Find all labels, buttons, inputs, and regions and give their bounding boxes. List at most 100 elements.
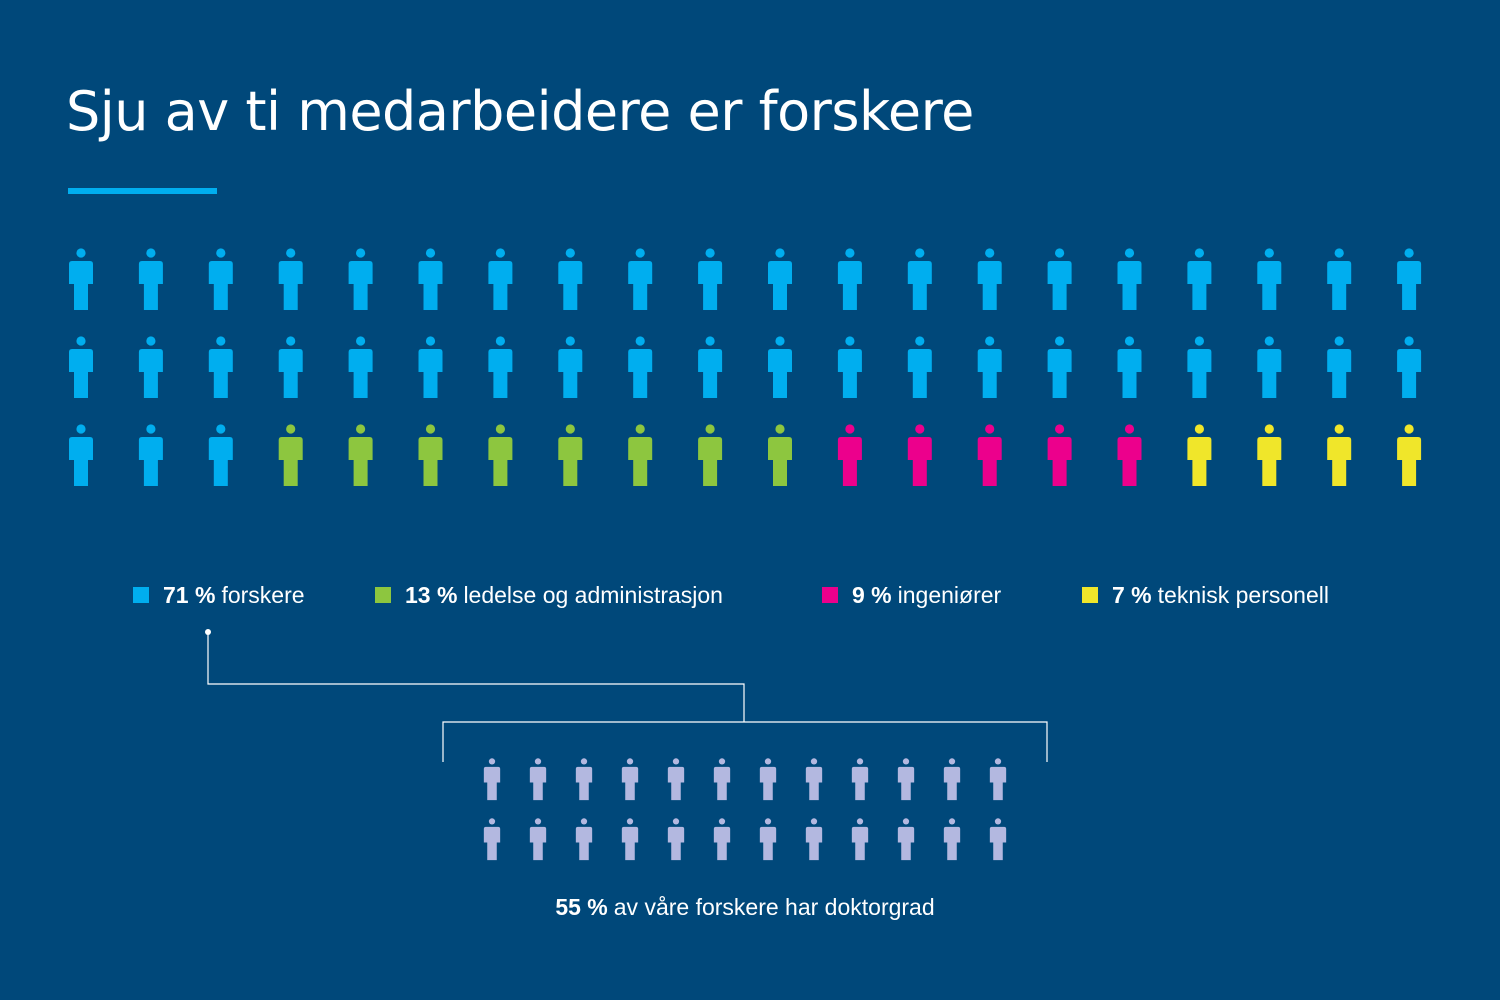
legend-value: 13 % [405, 581, 458, 608]
person-icon-forskere [1047, 248, 1072, 310]
phd-person-icon [989, 818, 1007, 861]
person-icon-ingenirer [1117, 424, 1142, 486]
legend-swatch [822, 587, 838, 603]
person-icon-ingenirer [837, 424, 862, 486]
person-icon-forskere [628, 336, 653, 398]
person-icon-forskere [488, 248, 513, 310]
bracket-line [442, 721, 1048, 762]
legend-swatch [375, 587, 391, 603]
phd-person-icon [989, 758, 1007, 801]
person-icon-forskere [418, 336, 443, 398]
phd-person-icon [897, 818, 915, 861]
phd-person-icon [529, 818, 547, 861]
phd-person-icon [897, 758, 915, 801]
connector-line [207, 632, 745, 722]
person-icon-forskere [138, 336, 163, 398]
person-icon-forskere [837, 336, 862, 398]
legend-label: forskere [221, 581, 305, 608]
phd-person-icon [621, 758, 639, 801]
person-icon-ledelse [488, 424, 513, 486]
phd-person-icon [805, 818, 823, 861]
legend-value: 9 % [852, 581, 892, 608]
phd-person-icon [575, 758, 593, 801]
phd-person-icon [759, 758, 777, 801]
person-icon-forskere [138, 424, 163, 486]
person-icon-ledelse [768, 424, 792, 486]
legend-item-forskere: 71 % forskere [133, 580, 305, 610]
legend-value: 7 % [1112, 581, 1152, 608]
phd-person-icon [483, 818, 501, 861]
phd-person-icon [483, 758, 501, 801]
legend-item-ledelse: 13 % ledelse og administrasjon [375, 580, 723, 610]
person-icon-forskere [1187, 336, 1212, 398]
phd-text: av våre forskere har doktorgrad [613, 894, 935, 920]
person-icon-forskere [1327, 336, 1352, 398]
person-icon-forskere [208, 424, 233, 486]
person-icon-forskere [907, 248, 932, 310]
phd-person-icon [529, 758, 547, 801]
legend-label: ingeniører [897, 581, 1002, 608]
phd-person-icon [667, 818, 685, 861]
staff-pictogram [69, 248, 1422, 486]
person-icon-teknisk [1257, 424, 1282, 486]
person-icon-forskere [907, 336, 932, 398]
legend-value: 71 % [163, 581, 216, 608]
phd-person-icon [943, 818, 961, 861]
person-icon-ledelse [628, 424, 653, 486]
person-icon-forskere [1117, 336, 1142, 398]
person-icon-forskere [208, 336, 233, 398]
phd-value: 55 % [555, 894, 608, 920]
page-title: Sju av ti medarbeidere er forskere [66, 80, 974, 143]
legend-swatch [133, 587, 149, 603]
person-icon-forskere [488, 336, 513, 398]
person-icon-teknisk [1327, 424, 1352, 486]
phd-caption: 55 % av våre forskere har doktorgrad [0, 894, 1490, 921]
phd-person-icon [713, 758, 731, 801]
person-icon-forskere [837, 248, 862, 310]
person-icon-ledelse [698, 424, 723, 486]
person-icon-forskere [278, 336, 303, 398]
person-icon-forskere [69, 336, 93, 398]
phd-person-icon [575, 818, 593, 861]
person-icon-ledelse [278, 424, 303, 486]
person-icon-forskere [348, 336, 373, 398]
phd-person-icon [943, 758, 961, 801]
person-icon-forskere [558, 336, 583, 398]
phd-person-icon [667, 758, 685, 801]
person-icon-forskere [208, 248, 233, 310]
phd-person-icon [621, 818, 639, 861]
person-icon-ledelse [348, 424, 373, 486]
person-icon-forskere [69, 424, 93, 486]
person-icon-forskere [1047, 336, 1072, 398]
person-icon-forskere [138, 248, 163, 310]
person-icon-ingenirer [907, 424, 932, 486]
phd-person-icon [759, 818, 777, 861]
legend-item-ingeniorer: 9 % ingeniører [822, 580, 1001, 610]
person-icon-forskere [768, 248, 792, 310]
person-icon-forskere [278, 248, 303, 310]
phd-person-icon [851, 818, 869, 861]
legend-item-teknisk: 7 % teknisk personell [1082, 580, 1329, 610]
phd-person-icon [713, 818, 731, 861]
person-icon-forskere [1327, 248, 1352, 310]
person-icon-teknisk [1397, 424, 1422, 486]
legend-label: teknisk personell [1157, 581, 1329, 608]
person-icon-forskere [418, 248, 443, 310]
person-icon-forskere [1257, 336, 1282, 398]
person-icon-teknisk [1187, 424, 1212, 486]
person-icon-forskere [558, 248, 583, 310]
person-icon-forskere [628, 248, 653, 310]
person-icon-forskere [1257, 248, 1282, 310]
person-icon-forskere [1187, 248, 1212, 310]
person-icon-forskere [69, 248, 93, 310]
person-icon-forskere [348, 248, 373, 310]
person-icon-ingenirer [1047, 424, 1072, 486]
legend-label: ledelse og administrasjon [463, 581, 723, 608]
person-icon-forskere [1397, 336, 1422, 398]
title-underline [68, 188, 217, 194]
person-icon-forskere [977, 336, 1002, 398]
person-icon-ingenirer [977, 424, 1002, 486]
phd-person-icon [805, 758, 823, 801]
